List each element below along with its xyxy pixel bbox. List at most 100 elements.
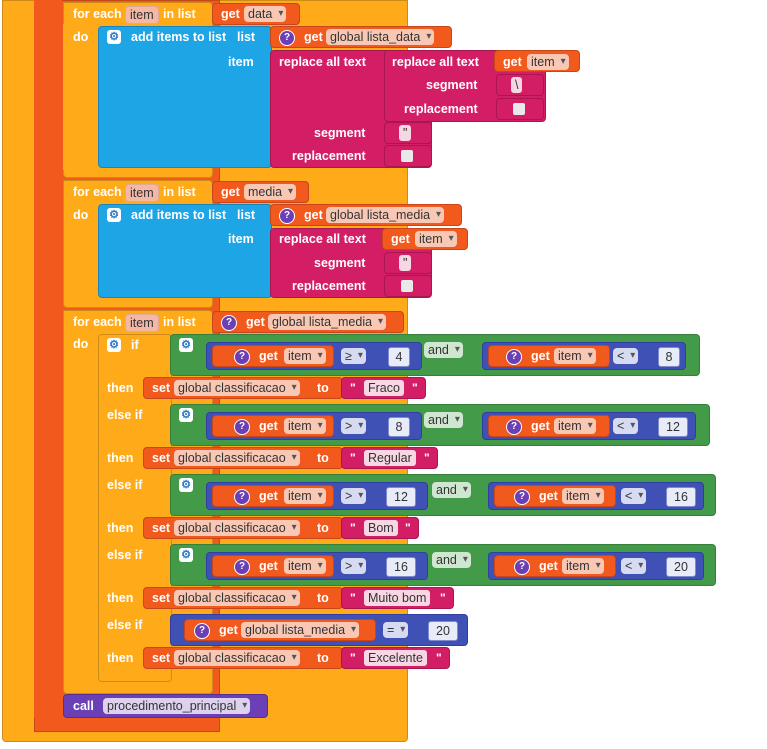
set-label: set bbox=[152, 651, 171, 665]
item-var-dropdown[interactable]: item bbox=[284, 348, 326, 364]
classificacao-dropdown[interactable]: global classificacao bbox=[174, 590, 300, 606]
loop-item-var-field[interactable]: item bbox=[125, 184, 159, 202]
number-12[interactable]: 12 bbox=[658, 417, 688, 437]
data-var-dropdown[interactable]: data bbox=[244, 6, 287, 22]
loop-item-var-field[interactable]: item bbox=[125, 314, 159, 332]
replace-all-label: replace all text bbox=[279, 55, 366, 69]
quote-value[interactable]: " bbox=[399, 255, 412, 271]
procedure-help-icon: ? bbox=[221, 315, 237, 331]
and-op-dropdown[interactable]: and bbox=[432, 552, 471, 568]
get-label: get bbox=[503, 55, 522, 69]
get-label: get bbox=[219, 623, 238, 637]
number-8[interactable]: 8 bbox=[388, 417, 410, 437]
procedure-help-icon: ? bbox=[514, 559, 530, 575]
mutator-gear-icon[interactable]: ⚙ bbox=[107, 338, 121, 352]
and-op-dropdown[interactable]: and bbox=[424, 412, 463, 428]
get-label: get bbox=[304, 208, 323, 222]
backslash-value[interactable]: \ bbox=[511, 77, 523, 93]
label-muito-bom[interactable]: Muito bom bbox=[364, 590, 431, 606]
compare-op-dropdown[interactable]: > bbox=[341, 418, 367, 434]
loop1-body-spacer bbox=[63, 24, 99, 170]
lista-media-dropdown[interactable]: global lista_media bbox=[326, 207, 445, 223]
number-8[interactable]: 8 bbox=[658, 347, 680, 367]
item-var-dropdown[interactable]: item bbox=[527, 54, 569, 70]
get-label: get bbox=[259, 349, 278, 363]
classificacao-dropdown[interactable]: global classificacao bbox=[174, 520, 300, 536]
mutator-gear-icon[interactable]: ⚙ bbox=[179, 408, 193, 422]
lista-media-dropdown[interactable]: global lista_media bbox=[268, 314, 387, 330]
add-items-to-list-block-2[interactable] bbox=[98, 204, 272, 298]
empty-text-field[interactable] bbox=[513, 103, 525, 115]
compare-op-dropdown[interactable]: = bbox=[383, 622, 409, 638]
in-list-label: in list bbox=[163, 185, 196, 199]
label-bom[interactable]: Bom bbox=[364, 520, 398, 536]
empty-text-field[interactable] bbox=[401, 150, 413, 162]
else-if-label: else if bbox=[107, 618, 143, 632]
compare-op-dropdown[interactable]: < bbox=[621, 488, 647, 504]
procedure-help-icon: ? bbox=[234, 349, 250, 365]
compare-op-dropdown[interactable]: ≥ bbox=[341, 348, 366, 364]
procedure-name-dropdown[interactable]: procedimento_principal bbox=[103, 698, 251, 714]
item-var-dropdown[interactable]: item bbox=[284, 488, 326, 504]
item-var-dropdown[interactable]: item bbox=[284, 558, 326, 574]
number-16[interactable]: 16 bbox=[666, 487, 696, 507]
compare-op-dropdown[interactable]: > bbox=[341, 558, 367, 574]
segment-label: segment bbox=[314, 126, 366, 140]
for-each-label: for each bbox=[73, 7, 122, 21]
label-excelente[interactable]: Excelente bbox=[364, 650, 427, 666]
number-20[interactable]: 20 bbox=[666, 557, 696, 577]
compare-op-dropdown[interactable]: < bbox=[621, 558, 647, 574]
and-op-dropdown[interactable]: and bbox=[424, 342, 463, 358]
lista-media-dropdown[interactable]: global lista_media bbox=[241, 622, 360, 638]
procedure-help-icon: ? bbox=[506, 349, 522, 365]
number-16[interactable]: 16 bbox=[386, 557, 416, 577]
number-4[interactable]: 4 bbox=[388, 347, 410, 367]
get-label: get bbox=[539, 559, 558, 573]
call-label: call bbox=[73, 699, 94, 713]
number-12[interactable]: 12 bbox=[386, 487, 416, 507]
label-fraco[interactable]: Fraco bbox=[364, 380, 404, 396]
classificacao-dropdown[interactable]: global classificacao bbox=[174, 380, 300, 396]
item-var-dropdown[interactable]: item bbox=[562, 488, 604, 504]
compare-op-dropdown[interactable]: < bbox=[613, 348, 639, 364]
mutator-gear-icon[interactable]: ⚙ bbox=[179, 338, 193, 352]
item-var-dropdown[interactable]: item bbox=[284, 418, 326, 434]
for-each-label: for each bbox=[73, 185, 122, 199]
number-20[interactable]: 20 bbox=[428, 621, 458, 641]
get-label: get bbox=[539, 489, 558, 503]
classificacao-dropdown[interactable]: global classificacao bbox=[174, 450, 300, 466]
item-var-dropdown[interactable]: item bbox=[554, 418, 596, 434]
set-label: set bbox=[152, 591, 171, 605]
mutator-gear-icon[interactable]: ⚙ bbox=[179, 548, 193, 562]
label-regular[interactable]: Regular bbox=[364, 450, 416, 466]
item-var-dropdown[interactable]: item bbox=[562, 558, 604, 574]
procedure-help-icon: ? bbox=[506, 419, 522, 435]
mutator-gear-icon[interactable]: ⚙ bbox=[107, 30, 121, 44]
get-label: get bbox=[391, 232, 410, 246]
item-var-dropdown[interactable]: item bbox=[415, 231, 457, 247]
replace-all-label: replace all text bbox=[392, 55, 479, 69]
mutator-gear-icon[interactable]: ⚙ bbox=[179, 478, 193, 492]
quote-mark: " bbox=[350, 381, 356, 395]
compare-op-dropdown[interactable]: < bbox=[613, 418, 639, 434]
get-label: get bbox=[304, 30, 323, 44]
and-op-dropdown[interactable]: and bbox=[432, 482, 471, 498]
mutator-gear-icon[interactable]: ⚙ bbox=[107, 208, 121, 222]
item-socket-label: item bbox=[228, 55, 254, 69]
lista-data-dropdown[interactable]: global lista_data bbox=[326, 29, 435, 45]
item-var-dropdown[interactable]: item bbox=[554, 348, 596, 364]
quote-value[interactable]: " bbox=[399, 125, 412, 141]
get-label: get bbox=[221, 7, 240, 21]
empty-text-field[interactable] bbox=[401, 280, 413, 292]
quote-mark: " bbox=[350, 521, 356, 535]
media-var-dropdown[interactable]: media bbox=[244, 184, 297, 200]
compare-op-dropdown[interactable]: > bbox=[341, 488, 367, 504]
to-label: to bbox=[317, 651, 329, 665]
quote-mark: " bbox=[350, 591, 356, 605]
quote-mark: " bbox=[436, 651, 442, 665]
then-label: then bbox=[107, 651, 134, 665]
add-items-to-list-block-1[interactable] bbox=[98, 26, 272, 168]
loop-item-var-field[interactable]: item bbox=[125, 6, 159, 24]
classificacao-dropdown[interactable]: global classificacao bbox=[174, 650, 300, 666]
list-socket-label: list bbox=[237, 208, 256, 222]
